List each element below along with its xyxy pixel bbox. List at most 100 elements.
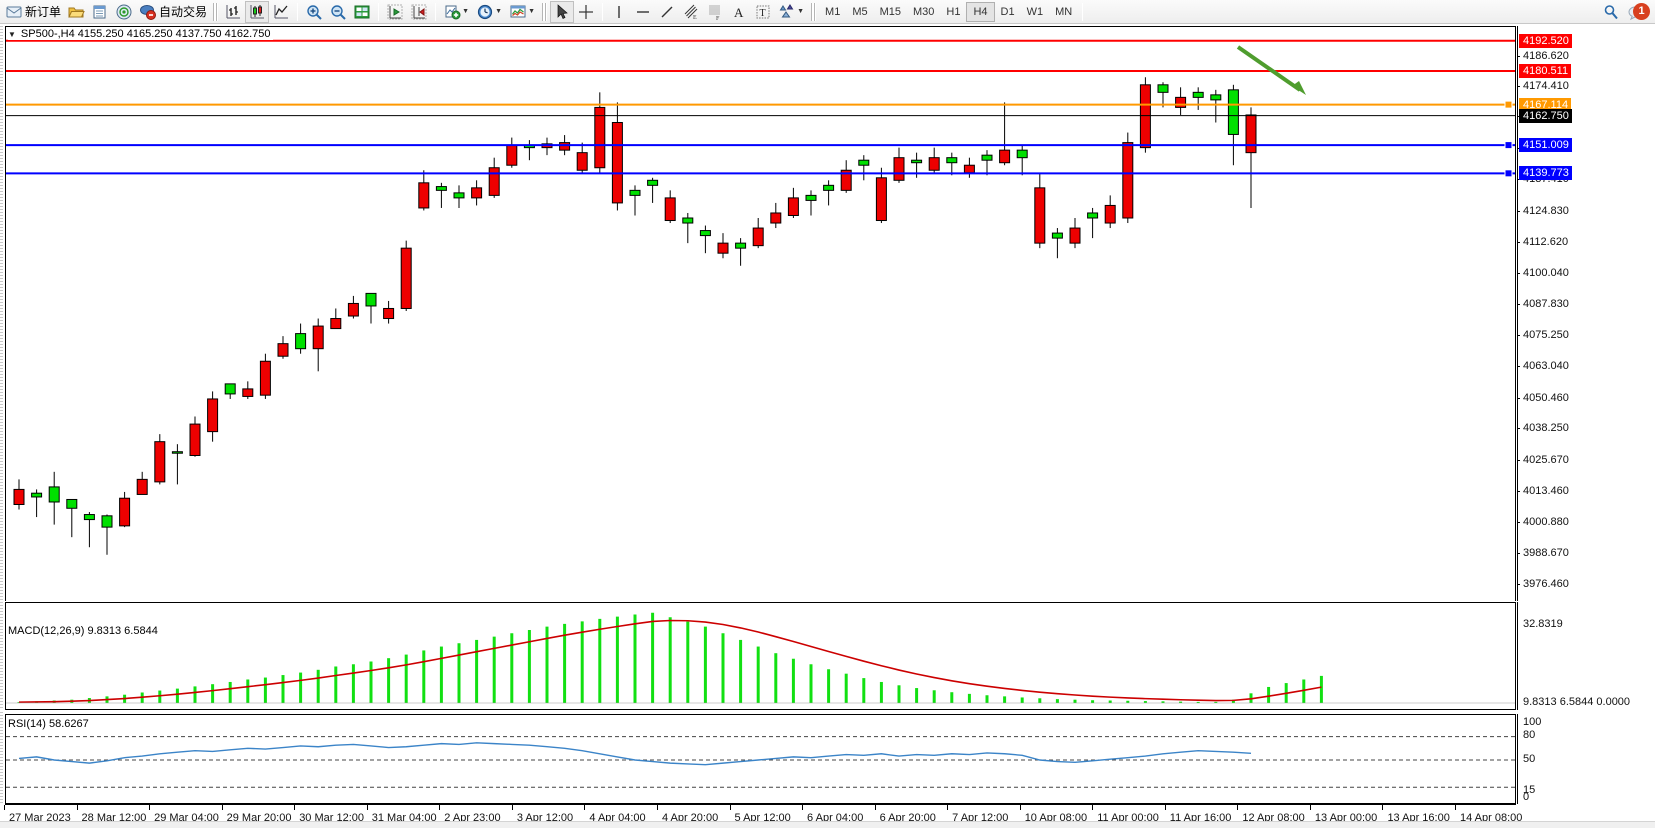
- add-indicator-button[interactable]: ▼: [440, 1, 473, 23]
- chart-area[interactable]: ▼ SP500-,H4 4155.250 4165.250 4137.750 4…: [0, 24, 1655, 828]
- text-box-icon: T: [754, 3, 772, 21]
- price-level-label-pending-order-level[interactable]: 4167.114: [1519, 97, 1572, 112]
- data-window-button[interactable]: [88, 1, 112, 23]
- time-tick: [1455, 805, 1456, 810]
- text-label-tool-button[interactable]: A: [727, 1, 751, 23]
- text-box-tool-button[interactable]: T: [751, 1, 775, 23]
- timeframe-m15[interactable]: M15: [879, 5, 901, 18]
- templates-button[interactable]: ▼: [506, 1, 539, 23]
- chart-header: ▼ SP500-,H4 4155.250 4165.250 4137.750 4…: [8, 28, 274, 40]
- time-tick: [511, 805, 513, 810]
- price-level-label-resistance-upper[interactable]: 4192.520: [1519, 33, 1572, 48]
- chevron-down-icon[interactable]: ▼: [528, 8, 535, 15]
- price-tick: [1517, 179, 1520, 181]
- bar-chart-button[interactable]: [221, 1, 245, 23]
- chart-shift-icon: [386, 3, 404, 21]
- candle-body: [1069, 227, 1081, 244]
- level-handle-support-lower: [1504, 169, 1513, 178]
- cursor-tool-button[interactable]: [550, 0, 575, 23]
- candle-body: [83, 514, 95, 521]
- timeframe-h4[interactable]: H4: [966, 1, 995, 22]
- auto-scroll-icon: [410, 3, 428, 21]
- tile-windows-button[interactable]: [350, 1, 374, 23]
- folder-button[interactable]: [64, 1, 88, 23]
- autotrading-button[interactable]: 自动交易: [136, 1, 210, 23]
- toolbar-grip[interactable]: [213, 2, 219, 21]
- alert-count-badge: 1: [1633, 2, 1650, 20]
- timeframe-mn[interactable]: MN: [1055, 5, 1073, 18]
- timeframe-h1[interactable]: H1: [946, 5, 961, 18]
- chevron-down-icon[interactable]: ▼: [495, 8, 502, 15]
- candle-body: [383, 307, 395, 320]
- candle-body: [365, 292, 377, 307]
- trend-arrow-line: [1236, 45, 1302, 92]
- price-level-label-support-upper[interactable]: 4151.009: [1519, 138, 1572, 153]
- periodicity-button[interactable]: ▼: [473, 1, 506, 23]
- templates-icon: [509, 3, 527, 21]
- price-pane[interactable]: [5, 26, 1516, 601]
- candle-body: [1122, 142, 1134, 219]
- line-chart-button[interactable]: [269, 1, 293, 23]
- chart-shift-button[interactable]: [383, 1, 407, 23]
- price-pane-scroll-strip[interactable]: [0, 26, 3, 601]
- time-tick: [76, 805, 78, 810]
- price-tick-label: 4174.410: [1523, 80, 1569, 93]
- toolbar-grip-3[interactable]: [811, 2, 817, 21]
- crosshair-tool-button[interactable]: [574, 1, 598, 23]
- chevron-down-icon[interactable]: ▼: [797, 8, 804, 15]
- timeframe-d1[interactable]: D1: [1000, 5, 1015, 18]
- rsi-pane[interactable]: [5, 714, 1516, 804]
- macd-pane-scroll-strip[interactable]: [0, 602, 3, 710]
- time-tick: [584, 805, 586, 810]
- candle-body: [136, 478, 148, 495]
- search-button[interactable]: [1599, 1, 1623, 23]
- fibonacci-tool-button[interactable]: F: [703, 1, 727, 23]
- alerts-button[interactable]: 1: [1623, 1, 1653, 23]
- candlestick-chart-button[interactable]: [245, 0, 270, 23]
- timeframe-group: M1 M5 M15 M30 H1 H4 D1 W1 MN: [819, 1, 1078, 22]
- time-tick: [1164, 805, 1166, 810]
- price-axis[interactable]: 4186.6204174.4104162.7504149.8204137.410…: [1517, 26, 1655, 601]
- autotrading-label: 自动交易: [159, 5, 208, 19]
- price-tick: [1517, 490, 1520, 492]
- triangle-down-icon[interactable]: ▼: [8, 29, 16, 39]
- zoom-out-button[interactable]: [326, 1, 350, 23]
- price-level-label-support-lower[interactable]: 4139.773: [1519, 166, 1572, 181]
- candle-body: [101, 515, 113, 528]
- timeframe-w1[interactable]: W1: [1026, 5, 1044, 18]
- timeframe-m5[interactable]: M5: [852, 5, 868, 18]
- equidistant-channel-tool-button[interactable]: E: [679, 1, 703, 23]
- new-order-button[interactable]: 新订单: [2, 1, 64, 23]
- rsi-tick-label-50: 50: [1523, 753, 1536, 765]
- horizontal-line-tool-button[interactable]: [631, 1, 655, 23]
- macd-axis-top-label: 32.8319: [1523, 618, 1563, 630]
- zoom-in-button[interactable]: [302, 1, 326, 23]
- candle-body: [664, 197, 676, 222]
- auto-scroll-button[interactable]: [407, 1, 431, 23]
- trendline-tool-button[interactable]: [655, 1, 679, 23]
- toolbar-separator-4: [602, 2, 604, 21]
- chevron-down-icon[interactable]: ▼: [462, 8, 469, 15]
- price-level-label-resistance-lower[interactable]: 4180.511: [1519, 63, 1572, 78]
- candle-body: [1016, 149, 1028, 159]
- navigator-button[interactable]: [112, 1, 136, 23]
- autotrading-icon: [139, 3, 157, 21]
- trend-arrow-head: [1292, 81, 1306, 95]
- rsi-pane-scroll-strip[interactable]: [0, 712, 3, 804]
- macd-pane[interactable]: [5, 602, 1516, 710]
- candle-body: [1087, 212, 1099, 219]
- candle-body: [576, 152, 588, 171]
- shapes-tool-button[interactable]: ▼: [775, 1, 808, 23]
- candle-body: [1051, 232, 1063, 239]
- timeframe-m1[interactable]: M1: [825, 5, 841, 18]
- price-tick-label: 4013.460: [1523, 484, 1569, 497]
- toolbar-grip-2[interactable]: [542, 2, 548, 21]
- timeframe-m30[interactable]: M30: [913, 5, 935, 18]
- toolbar-separator-5: [1082, 2, 1084, 21]
- price-level-label-current-price-level[interactable]: 4162.750: [1519, 108, 1572, 123]
- folder-icon: [67, 3, 85, 21]
- fibonacci-icon: F: [706, 3, 724, 21]
- vertical-line-tool-button[interactable]: [607, 1, 631, 23]
- candle-body: [1210, 94, 1222, 101]
- candle-body: [858, 159, 870, 166]
